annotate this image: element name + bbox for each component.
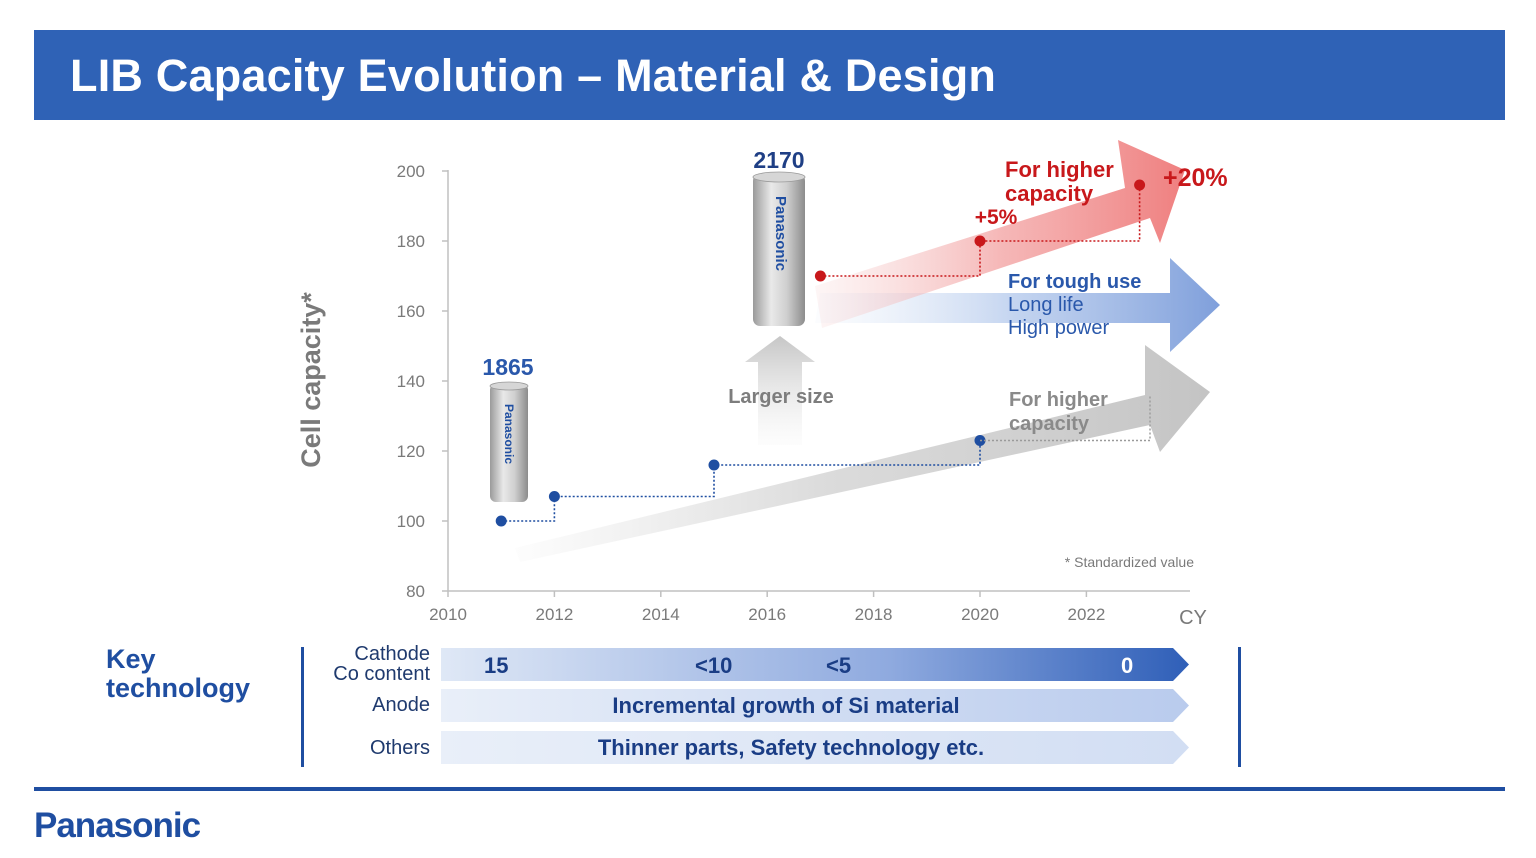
row-label-cathode: Cathode Co content [333, 643, 430, 685]
y-axis-label: Cell capacity* [296, 292, 326, 468]
cathode-value-0: 0 [1121, 653, 1134, 678]
cell-1865-brand: Panasonic [502, 404, 516, 464]
blue-arrow-title: For tough use [1008, 271, 1141, 293]
y-tick-label-160: 160 [397, 302, 425, 321]
panasonic-logo: Panasonic [34, 806, 201, 845]
page-title: LIB Capacity Evolution – Material & Desi… [70, 50, 997, 101]
x-tick-label-2010: 2010 [429, 605, 467, 624]
cell-2170: Panasonic [752, 171, 806, 326]
others-text: Thinner parts, Safety technology etc. [597, 735, 985, 760]
others-bar [441, 731, 1189, 764]
gray-arrow-label: For higher capacity [1009, 389, 1108, 435]
cell-2170-label: 2170 [753, 147, 804, 173]
y-tick-label-200: 200 [397, 162, 425, 181]
red-arrow-label: For higher capacity [1005, 157, 1114, 206]
gray-arrow-guide-line [980, 395, 1151, 442]
blue-arrow-line1: Long life [1008, 294, 1084, 316]
y-tick-label-120: 120 [397, 442, 425, 461]
series-1-point-0 [814, 270, 826, 282]
key-technology-divider-right [1238, 647, 1241, 767]
x-tick-label-2022: 2022 [1067, 605, 1105, 624]
footnote: * Standardized value [1065, 554, 1194, 570]
cell-1865: Panasonic [489, 381, 529, 502]
x-tick-label-2014: 2014 [642, 605, 680, 624]
x-tick-label-2020: 2020 [961, 605, 999, 624]
series-1-point-2 [1134, 179, 1146, 191]
row-label-anode: Anode [372, 694, 430, 716]
x-tick-label-2012: 2012 [535, 605, 573, 624]
series-1-point-1 [974, 235, 986, 247]
series-0-point-0 [495, 515, 507, 527]
blue-trend-arrow [815, 258, 1220, 352]
cathode-value-5: <5 [826, 653, 852, 678]
series-0-point-1 [548, 491, 560, 502]
plus5-label: +5% [975, 206, 1018, 229]
anode-bar [441, 689, 1189, 722]
x-tick-label-2018: 2018 [855, 605, 893, 624]
title-bar: LIB Capacity Evolution – Material & Desi… [34, 30, 1505, 120]
blue-arrow-line2: High power [1008, 317, 1110, 339]
y-tick-label-140: 140 [397, 372, 425, 391]
larger-size-up-arrow [745, 336, 815, 445]
anode-text: Incremental growth of Si material [612, 693, 960, 718]
key-technology-title: Key technology [106, 644, 251, 703]
row-label-others: Others [369, 737, 430, 759]
x-tick-label-2016: 2016 [748, 605, 786, 624]
larger-size-label: Larger size [728, 386, 834, 408]
y-tick-label-100: 100 [397, 512, 425, 531]
footer-divider [34, 787, 1505, 791]
y-tick-label-80: 80 [406, 582, 425, 601]
cathode-bar [441, 648, 1189, 681]
series-1-step-line [820, 185, 1141, 277]
plus20-label: +20% [1163, 164, 1228, 192]
key-technology-divider-left [301, 647, 304, 767]
series-0-step-line [501, 440, 981, 522]
cathode-value-15: 15 [484, 653, 509, 678]
cell-2170-brand: Panasonic [772, 196, 789, 271]
red-trend-arrow [815, 140, 1185, 328]
cell-1865-label: 1865 [482, 354, 533, 380]
series-0-point-2 [708, 459, 720, 471]
cathode-value-10: <10 [695, 653, 733, 678]
y-tick-label-180: 180 [397, 232, 425, 251]
x-axis-label: CY [1179, 607, 1207, 629]
gray-trend-arrow [515, 345, 1210, 562]
